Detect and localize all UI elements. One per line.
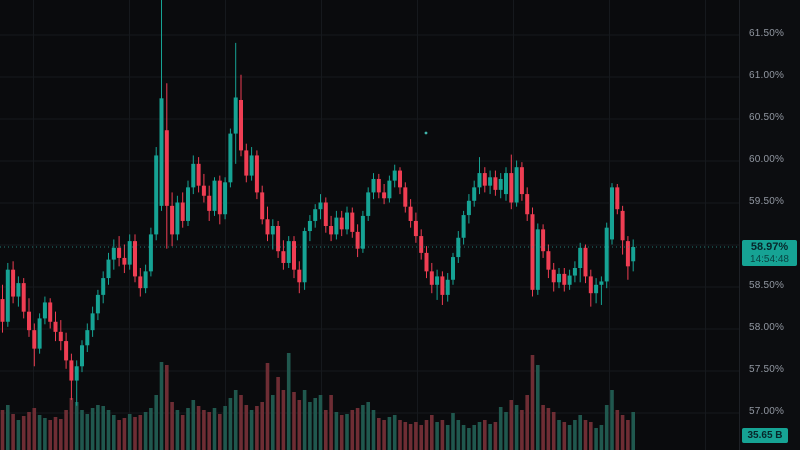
bar-countdown: 14:54:48 [750,254,789,265]
price-tick-label: 61.00% [749,70,785,82]
price-tick-label: 61.50% [749,28,785,40]
price-tick-label: 57.50% [749,364,785,376]
price-tick-label: 59.50% [749,196,785,208]
volume-value-badge: 35.65 B [742,428,788,443]
last-price-badge: 58.97% 14:54:48 [742,240,797,266]
candlestick-chart[interactable] [0,0,739,450]
price-tick-label: 60.50% [749,112,785,124]
price-axis[interactable]: 61.50% 61.00% 60.50% 60.00% 59.50% 58.50% 58.0… [739,0,800,450]
last-price-value: 58.97% [750,241,789,253]
price-tick-label: 58.00% [749,322,785,334]
price-tick-label: 60.00% [749,154,785,166]
price-tick-label: 57.00% [749,406,785,418]
price-tick-label: 58.50% [749,280,785,292]
